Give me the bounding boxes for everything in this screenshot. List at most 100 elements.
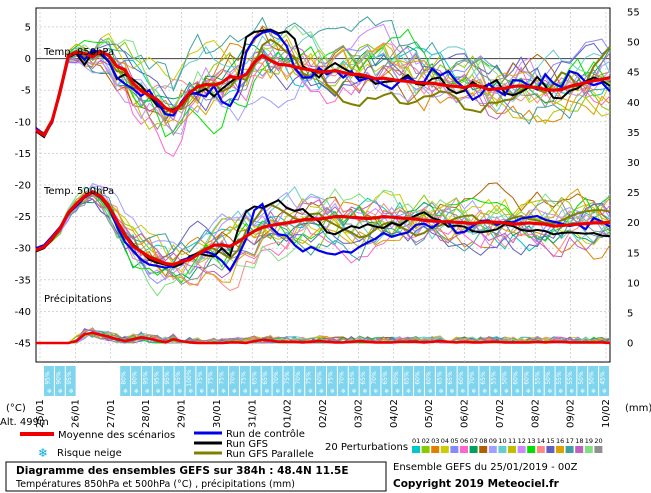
- snow-risk-value: 80%: [132, 371, 139, 385]
- legend-gfs-label: Run GFS: [226, 439, 268, 450]
- perturb-id-label: 18: [575, 437, 583, 445]
- x-axis-date: 05/02: [424, 399, 435, 428]
- perturb-swatch: [412, 446, 420, 453]
- snow-risk-cell: [131, 366, 141, 396]
- left-tick-label: -20: [15, 181, 31, 192]
- perturb-swatch: [565, 446, 574, 453]
- perturb-id-label: 05: [450, 437, 458, 445]
- snow-risk-cell: [120, 366, 131, 396]
- snowflake-icon: ❄: [559, 388, 564, 395]
- snow-risk-cell: [479, 366, 490, 396]
- snowflake-icon: ❄: [123, 388, 128, 395]
- snow-risk-value: 55%: [534, 371, 541, 385]
- perturb-id-label: 08: [479, 437, 487, 445]
- snow-risk-cell: [283, 366, 294, 396]
- left-tick-label: 0: [25, 54, 31, 65]
- perturb-swatch: [584, 446, 593, 453]
- snow-risk-cell: [196, 366, 207, 396]
- snow-risk-value: 65%: [349, 371, 356, 385]
- snow-risk-value: 45%: [600, 371, 607, 385]
- snow-risk-cell: [370, 366, 381, 396]
- snow-risk-value: 75%: [306, 371, 313, 385]
- snowflake-icon: ❄: [276, 388, 281, 395]
- perturbation-legend: 01 02 03 04 05 06 07 08 09 10 11 12 13 14 15 16 17 18 19 20: [412, 437, 603, 453]
- snow-risk-value: 60%: [458, 371, 465, 385]
- snow-risk-value: 60%: [512, 371, 519, 385]
- snow-risk-value: 65%: [480, 371, 487, 385]
- snow-risk-value: 60%: [415, 371, 422, 385]
- legend-gfs-par-label: Run GFS Parallele: [226, 449, 314, 460]
- perturb-id-label: 19: [585, 437, 593, 445]
- snow-risk-value: 60%: [393, 371, 400, 385]
- snowflake-icon: ❄: [569, 388, 574, 395]
- perturb-id-label: 14: [537, 437, 545, 445]
- snow-risk-cell: [207, 366, 218, 396]
- perturb-precip-11: [36, 329, 610, 344]
- snowflake-icon: ❄: [504, 388, 509, 395]
- snowflake-icon: ❄: [417, 388, 422, 395]
- series-t500-mean: [35, 190, 611, 267]
- snow-risk-cell: [327, 366, 337, 396]
- snowflake-icon: ❄: [580, 388, 585, 395]
- snow-risk-cell: [348, 366, 359, 396]
- snow-risk-cell: [577, 366, 588, 396]
- perturb-swatch: [536, 446, 545, 453]
- title-box: [5, 461, 387, 492]
- snowflake-icon: ❄: [319, 388, 324, 395]
- perturb-t500-16: [35, 188, 611, 286]
- x-axis-date: 07/02: [495, 399, 506, 428]
- snowflake-icon: ❄: [461, 388, 466, 395]
- left-tick-label: -40: [15, 307, 31, 318]
- snow-risk-value: 60%: [317, 371, 324, 385]
- main-series-lines: [35, 28, 611, 345]
- x-axis-date: 01/02: [283, 399, 294, 428]
- x-axis-date: 31/01: [247, 399, 258, 428]
- snow-risk-value: 75%: [284, 371, 291, 385]
- snow-risk-cell: [599, 366, 609, 396]
- snowflake-icon: ❄: [471, 388, 476, 395]
- series-precip-mean: [36, 331, 611, 345]
- snow-risk-cell: [294, 366, 305, 396]
- snowflake-icon: ❄: [156, 388, 161, 395]
- snow-risk-cell: [446, 366, 457, 396]
- snow-risk-value: 65%: [251, 371, 258, 385]
- panel-label-t850: Temp. 850hPa: [43, 47, 114, 58]
- snowflake-icon: ❄: [199, 388, 204, 395]
- x-axis-date: 08/02: [530, 399, 541, 428]
- perturb-t850-13: [35, 28, 611, 138]
- snow-risk-value: 70%: [295, 371, 302, 385]
- snow-risk-value: 50%: [589, 371, 596, 385]
- snow-risk-value: 65%: [382, 371, 389, 385]
- snow-risk-value: 100%: [186, 369, 193, 386]
- legend-mean-label: Moyenne des scénarios: [58, 429, 175, 441]
- snowflake-icon: ❄: [406, 388, 411, 395]
- snowflake-icon: ❄: [286, 388, 291, 395]
- right-tick-label: 40: [627, 98, 640, 109]
- snow-risk-cell: [424, 366, 435, 396]
- snow-risk-cell: [185, 366, 196, 396]
- snow-risk-cell: [44, 366, 54, 396]
- snowflake-icon: ❄: [395, 388, 400, 395]
- perturb-id-label: 04: [441, 437, 449, 445]
- perturb-swatch: [421, 446, 430, 453]
- snow-risk-cell: [381, 366, 392, 396]
- snow-risk-cell: [392, 366, 403, 396]
- left-tick-label: -35: [15, 275, 31, 286]
- snow-risk-value: 65%: [262, 371, 269, 385]
- snow-risk-value: 75%: [219, 371, 226, 385]
- x-axis-date: 27/01: [106, 399, 117, 428]
- snow-risk-cell: [163, 366, 174, 396]
- right-tick-label: 55: [627, 8, 640, 19]
- snowflake-icon: ❄: [548, 388, 553, 395]
- snowflake-icon: ❄: [439, 388, 444, 395]
- snowflake-icon: ❄: [428, 388, 433, 395]
- perturb-id-label: 01: [412, 437, 420, 445]
- perturb-swatch: [517, 446, 526, 453]
- legend-control-label: Run de contrôle: [226, 428, 305, 440]
- perturb-id-label: 12: [518, 437, 526, 445]
- altitude-label: Alt. 499m: [0, 417, 49, 428]
- perturb-id-label: 07: [470, 437, 478, 445]
- left-tick-label: -45: [15, 339, 31, 350]
